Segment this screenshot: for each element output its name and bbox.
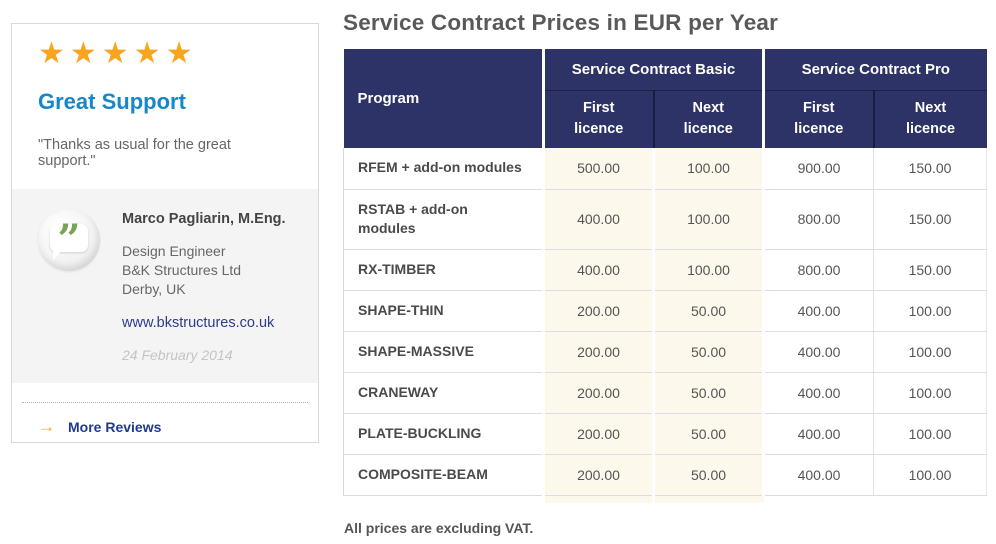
table-header: Program Service Contract Basic Service C… (343, 49, 987, 148)
program-cell: RFEM + add-on modules (343, 148, 544, 190)
quote-marks-icon: ” (57, 216, 81, 263)
quote-bubble-icon: ” (50, 220, 88, 260)
price-cell: 500.00 (542, 148, 654, 190)
more-reviews-link[interactable]: → More Reviews (22, 402, 308, 435)
subheader-pro-next-licence: Next licence (872, 89, 987, 148)
page-title: Service Contract Prices in EUR per Year (343, 10, 779, 35)
price-cell: 400.00 (762, 372, 874, 414)
price-cell: 400.00 (762, 454, 874, 496)
program-cell: PLATE-BUCKLING (343, 413, 544, 455)
more-reviews-label: More Reviews (68, 418, 162, 435)
price-cell: 400.00 (762, 290, 874, 332)
price-cell: 800.00 (762, 249, 874, 291)
vat-note: All prices are excluding VAT. (344, 520, 534, 537)
table-row: SHAPE-THIN 200.00 50.00 400.00 100.00 (343, 290, 988, 332)
price-cell: 900.00 (762, 148, 874, 190)
avatar: ” (38, 209, 100, 271)
table-body: RFEM + add-on modules 500.00 100.00 900.00 1… (343, 148, 988, 504)
subheader-basic-next-licence: Next licence (652, 89, 764, 148)
price-cell: 50.00 (651, 413, 764, 455)
author-company: B&K Structures Ltd (122, 262, 242, 279)
price-cell: 400.00 (762, 413, 874, 455)
group-header-basic: Service Contract Basic (541, 49, 764, 90)
price-cell: 50.00 (651, 454, 764, 496)
price-cell: 50.00 (651, 372, 764, 414)
price-cell: 100.00 (873, 331, 988, 373)
review-date: 24 February 2014 (122, 347, 233, 364)
table-row: COMPOSITE-BEAM 200.00 50.00 400.00 100.00 (343, 454, 988, 496)
subheader-basic-first-licence: First licence (542, 89, 654, 148)
table-row: RFEM + add-on modules 500.00 100.00 900.00 1… (343, 148, 988, 190)
author-website-link[interactable]: www.bkstructures.co.uk (122, 315, 275, 332)
star-rating-icon: ★★★★★ (38, 37, 198, 70)
author-name: Marco Pagliarin, M.Eng. (122, 211, 286, 227)
program-column-header: Program (343, 49, 544, 148)
pricing-section: Service Contract Prices in EUR per Year … (343, 0, 989, 536)
price-cell: 200.00 (542, 454, 654, 496)
table-row: CRANEWAY 200.00 50.00 400.00 100.00 (343, 372, 988, 414)
price-cell: 400.00 (762, 331, 874, 373)
price-cell: 400.00 (542, 189, 654, 250)
program-cell: RSTAB + add-on modules (343, 189, 544, 250)
price-cell: 200.00 (542, 290, 654, 332)
price-cell: 50.00 (651, 331, 764, 373)
table-row: SHAPE-MASSIVE 200.00 50.00 400.00 100.00 (343, 331, 988, 373)
table-row: RX-TIMBER 400.00 100.00 800.00 150.00 (343, 249, 988, 291)
program-cell: RX-TIMBER (343, 249, 544, 291)
testimonial-card: ★★★★★ Great Support "Thanks as usual for… (11, 23, 319, 443)
subheader-pro-first-licence: First licence (762, 89, 874, 148)
author-location: Derby, UK (122, 281, 186, 298)
group-header-pro: Service Contract Pro (762, 49, 987, 90)
price-cell: 150.00 (873, 189, 988, 250)
price-cell: 100.00 (651, 189, 764, 250)
author-section: ” Marco Pagliarin, M.Eng. Design Enginee… (12, 189, 318, 384)
price-cell: 100.00 (873, 290, 988, 332)
testimonial-quote: "Thanks as usual for the great support." (38, 137, 231, 169)
arrow-right-icon: → (38, 417, 55, 437)
price-cell: 50.00 (651, 290, 764, 332)
table-footer-spacer (344, 495, 987, 504)
program-cell: COMPOSITE-BEAM (343, 454, 544, 496)
testimonial-title: Great Support (38, 89, 186, 114)
price-cell: 150.00 (873, 249, 988, 291)
price-cell: 800.00 (762, 189, 874, 250)
price-cell: 100.00 (651, 148, 764, 190)
program-cell: CRANEWAY (343, 372, 544, 414)
price-cell: 400.00 (542, 249, 654, 291)
table-row: PLATE-BUCKLING 200.00 50.00 400.00 100.00 (343, 413, 988, 455)
price-cell: 100.00 (873, 413, 988, 455)
author-info: Marco Pagliarin, M.Eng. Design Engineer … (122, 209, 286, 363)
program-cell: SHAPE-THIN (343, 290, 544, 332)
program-cell: SHAPE-MASSIVE (343, 331, 544, 373)
table-row: RSTAB + add-on modules 400.00 100.00 800.00… (343, 189, 988, 250)
price-cell: 200.00 (542, 331, 654, 373)
price-cell: 200.00 (542, 413, 654, 455)
price-cell: 100.00 (651, 249, 764, 291)
price-cell: 100.00 (873, 454, 988, 496)
pricing-table: Program Service Contract Basic Service C… (343, 49, 988, 504)
author-role: Design Engineer (122, 243, 226, 259)
price-cell: 150.00 (873, 148, 988, 190)
price-cell: 200.00 (542, 372, 654, 414)
price-cell: 100.00 (873, 372, 988, 414)
